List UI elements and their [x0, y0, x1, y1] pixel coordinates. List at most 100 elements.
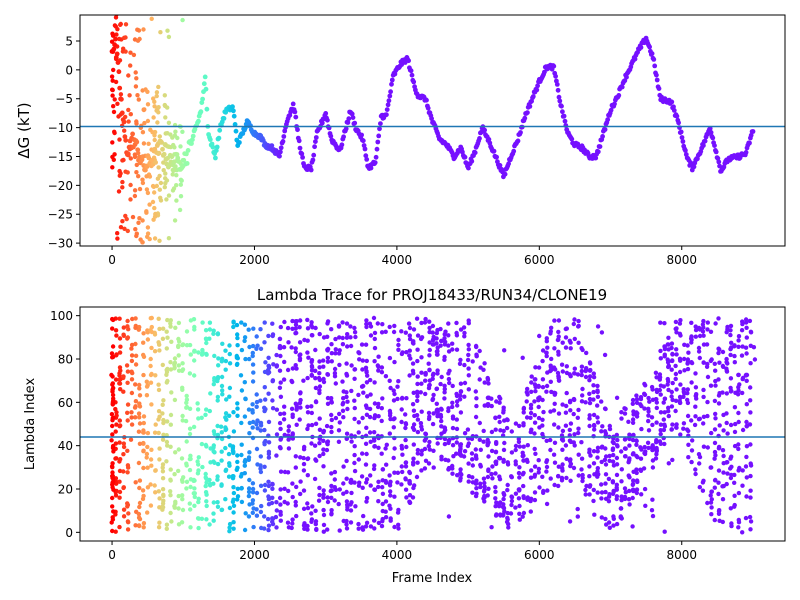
- lambda-point: [313, 457, 318, 462]
- lambda-point: [148, 363, 153, 369]
- delta-g-point: [123, 49, 128, 54]
- delta-g-point: [716, 159, 722, 165]
- lambda-point: [693, 371, 698, 376]
- delta-g-point: [325, 117, 330, 123]
- lambda-point: [639, 447, 644, 452]
- x-tick-label: 8000: [666, 548, 697, 562]
- lambda-point: [536, 398, 541, 403]
- lambda-point: [329, 327, 334, 332]
- lambda-point: [215, 474, 220, 479]
- lambda-point: [415, 460, 420, 465]
- delta-g-point: [213, 148, 219, 154]
- lambda-point: [748, 343, 753, 348]
- lambda-point: [184, 486, 189, 491]
- lambda-point: [379, 370, 385, 375]
- lambda-point: [266, 419, 272, 425]
- lambda-point: [427, 367, 432, 372]
- lambda-point: [693, 393, 698, 399]
- lambda-point: [747, 318, 753, 324]
- lambda-point: [678, 358, 683, 363]
- lambda-point: [712, 485, 717, 490]
- lambda-point: [681, 426, 686, 431]
- lambda-point: [121, 452, 126, 457]
- lambda-point: [376, 479, 381, 484]
- lambda-point: [447, 466, 452, 471]
- lambda-point: [297, 340, 303, 345]
- lambda-point: [743, 515, 749, 521]
- lambda-point: [157, 326, 162, 332]
- lambda-point: [396, 526, 401, 531]
- lambda-point: [458, 327, 464, 332]
- lambda-point: [333, 351, 338, 356]
- lambda-point: [559, 362, 565, 367]
- lambda-point: [297, 400, 303, 406]
- lambda-point: [274, 432, 280, 437]
- lambda-point: [341, 481, 346, 486]
- lambda-point: [125, 410, 130, 415]
- delta-g-point: [203, 86, 209, 92]
- lambda-point: [321, 492, 326, 497]
- lambda-point: [242, 380, 247, 385]
- lambda-point: [670, 352, 675, 357]
- delta-g-point: [530, 94, 536, 99]
- lambda-point: [376, 414, 381, 419]
- delta-g-point: [149, 16, 154, 21]
- lambda-point: [587, 484, 592, 489]
- lambda-point: [371, 315, 377, 321]
- delta-g-point: [312, 144, 317, 150]
- lambda-point: [423, 370, 428, 376]
- lambda-point: [379, 406, 384, 411]
- lambda-point: [172, 397, 178, 403]
- lambda-point: [427, 439, 432, 445]
- lambda-point: [721, 428, 726, 433]
- lambda-point: [736, 410, 741, 416]
- y-tick-label: −10: [48, 121, 73, 135]
- lambda-point: [273, 514, 279, 520]
- lambda-point: [235, 406, 240, 411]
- delta-g-point: [282, 128, 288, 134]
- lambda-point: [521, 495, 526, 501]
- lambda-point: [250, 490, 256, 495]
- lambda-point: [634, 487, 640, 492]
- lambda-point: [227, 525, 232, 530]
- lambda-point: [732, 502, 737, 508]
- lambda-point: [528, 429, 533, 435]
- delta-g-point: [311, 152, 317, 158]
- lambda-point: [277, 420, 283, 426]
- lambda-point: [250, 408, 255, 413]
- lambda-point: [724, 366, 729, 371]
- lambda-point: [227, 461, 232, 466]
- lambda-point: [239, 452, 244, 458]
- lambda-point: [337, 362, 342, 368]
- lambda-point: [329, 342, 334, 347]
- lambda-point: [329, 495, 334, 500]
- lambda-point: [490, 464, 495, 469]
- lambda-point: [721, 453, 726, 459]
- lambda-point: [332, 485, 337, 490]
- lambda-point: [587, 400, 593, 406]
- lambda-point: [649, 508, 655, 513]
- lambda-point: [161, 492, 166, 497]
- lambda-point: [466, 461, 471, 466]
- lambda-point: [634, 393, 639, 398]
- lambda-point: [462, 362, 467, 368]
- lambda-point: [258, 509, 264, 515]
- lambda-point: [611, 452, 616, 458]
- lambda-point: [548, 365, 554, 370]
- delta-g-point: [111, 46, 117, 52]
- lambda-point: [110, 495, 115, 501]
- lambda-point: [172, 366, 177, 371]
- lambda-axes-frame: [79, 306, 786, 542]
- lambda-point: [324, 423, 330, 429]
- lambda-point: [219, 458, 224, 463]
- lambda-point: [567, 458, 573, 464]
- y-tick-label: −5: [55, 92, 73, 106]
- lambda-point: [509, 494, 514, 499]
- y-tick-label: 0: [65, 63, 73, 77]
- lambda-point: [564, 390, 569, 396]
- lambda-point: [736, 338, 741, 343]
- delta-g-point: [151, 115, 156, 120]
- lambda-point: [600, 444, 605, 449]
- lambda-point: [352, 330, 358, 335]
- lambda-point: [317, 416, 322, 421]
